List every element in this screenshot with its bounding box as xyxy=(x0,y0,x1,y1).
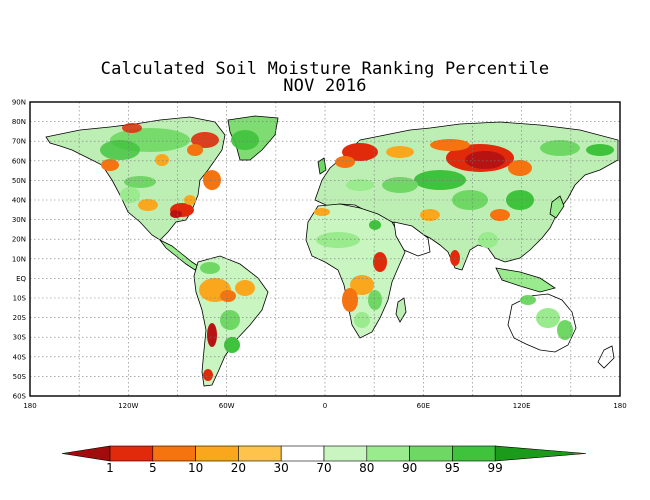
lon-tick-label: 60W xyxy=(219,402,235,410)
lat-tick-label: 50S xyxy=(13,373,27,381)
colorbar-label: 20 xyxy=(231,461,246,475)
colorbar-box xyxy=(238,446,281,461)
patch xyxy=(450,250,460,266)
patch xyxy=(430,139,470,151)
patch xyxy=(203,170,221,190)
lon-tick-label: 0 xyxy=(323,402,327,410)
patch xyxy=(342,288,358,312)
patch xyxy=(478,232,498,248)
patch xyxy=(368,290,382,310)
patch xyxy=(231,130,259,150)
patch xyxy=(536,308,560,328)
patch xyxy=(586,144,614,156)
patch xyxy=(386,146,414,158)
lon-tick-label: 120W xyxy=(118,402,138,410)
patch xyxy=(420,209,440,221)
colorbar-label: 80 xyxy=(359,461,374,475)
colorbar-label: 70 xyxy=(316,461,331,475)
colorbar-box xyxy=(367,446,410,461)
lat-tick-label: 50N xyxy=(12,177,26,185)
colorbar-label: 95 xyxy=(445,461,460,475)
patch xyxy=(369,220,381,230)
longitude-labels: 180 120W 60W 0 60E 120E 180 xyxy=(23,402,626,410)
patch xyxy=(203,369,213,381)
lat-tick-label: 10N xyxy=(12,255,26,263)
colorbar-box xyxy=(153,446,196,461)
lat-tick-label: 80N xyxy=(12,118,26,126)
patch xyxy=(124,176,156,188)
patch xyxy=(465,151,505,169)
lat-tick-label: 20S xyxy=(13,314,27,322)
lon-tick-label: 120E xyxy=(513,402,531,410)
colorbar-box xyxy=(452,446,495,461)
patch xyxy=(187,144,203,156)
patch xyxy=(373,252,387,272)
colorbar-label: 90 xyxy=(402,461,417,475)
lat-tick-label: 30N xyxy=(12,216,26,224)
patch xyxy=(335,156,355,168)
colorbar-high-arrow xyxy=(495,446,586,461)
colorbar-box xyxy=(324,446,367,461)
colorbar-label: 10 xyxy=(188,461,203,475)
patch xyxy=(314,208,330,216)
patch xyxy=(354,312,370,328)
colorbar-label: 5 xyxy=(149,461,157,475)
patch xyxy=(490,209,510,221)
patch xyxy=(220,310,240,330)
land-madagascar xyxy=(396,298,406,322)
patch xyxy=(540,140,580,156)
lon-tick-label: 180 xyxy=(23,402,36,410)
land-central-america xyxy=(160,240,198,270)
lat-tick-label: 40N xyxy=(12,197,26,205)
land-indonesia xyxy=(496,268,555,292)
lon-tick-label: 180 xyxy=(613,402,626,410)
patch xyxy=(207,323,217,347)
lat-tick-label: 90N xyxy=(12,99,26,107)
colorbar-label: 99 xyxy=(488,461,503,475)
patch xyxy=(346,179,374,191)
patch xyxy=(508,160,532,176)
colorbar-box xyxy=(281,446,324,461)
patch xyxy=(155,154,169,166)
patch xyxy=(200,262,220,274)
lat-tick-label: 30S xyxy=(13,334,27,342)
lat-tick-label: 40S xyxy=(13,353,27,361)
lat-tick-label: 70N xyxy=(12,138,26,146)
colorbar: 1 5 10 20 30 70 80 90 95 99 xyxy=(62,446,586,475)
colorbar-box xyxy=(110,446,153,461)
lat-tick-label: 20N xyxy=(12,236,26,244)
latitude-labels: 90N 80N 70N 60N 50N 40N 30N 20N 10N EQ 10S 20S 30S 40… xyxy=(12,99,27,401)
lat-tick-label: EQ xyxy=(16,275,26,283)
patch xyxy=(122,123,142,133)
patch xyxy=(100,140,140,160)
colorbar-label: 1 xyxy=(106,461,114,475)
patch xyxy=(170,210,182,218)
patch xyxy=(414,170,466,190)
lat-tick-label: 60N xyxy=(12,157,26,165)
patch xyxy=(235,280,255,296)
patch xyxy=(120,187,140,203)
patch xyxy=(316,232,360,248)
patch xyxy=(520,295,536,305)
colorbar-label: 30 xyxy=(274,461,289,475)
colorbar-low-arrow xyxy=(62,446,110,461)
colorbar-box xyxy=(410,446,453,461)
patch xyxy=(220,290,236,302)
lon-tick-label: 60E xyxy=(417,402,430,410)
lat-tick-label: 60S xyxy=(13,393,27,401)
patch xyxy=(138,199,158,211)
patch xyxy=(382,177,418,193)
colorbar-box xyxy=(196,446,239,461)
lat-tick-label: 10S xyxy=(13,295,27,303)
